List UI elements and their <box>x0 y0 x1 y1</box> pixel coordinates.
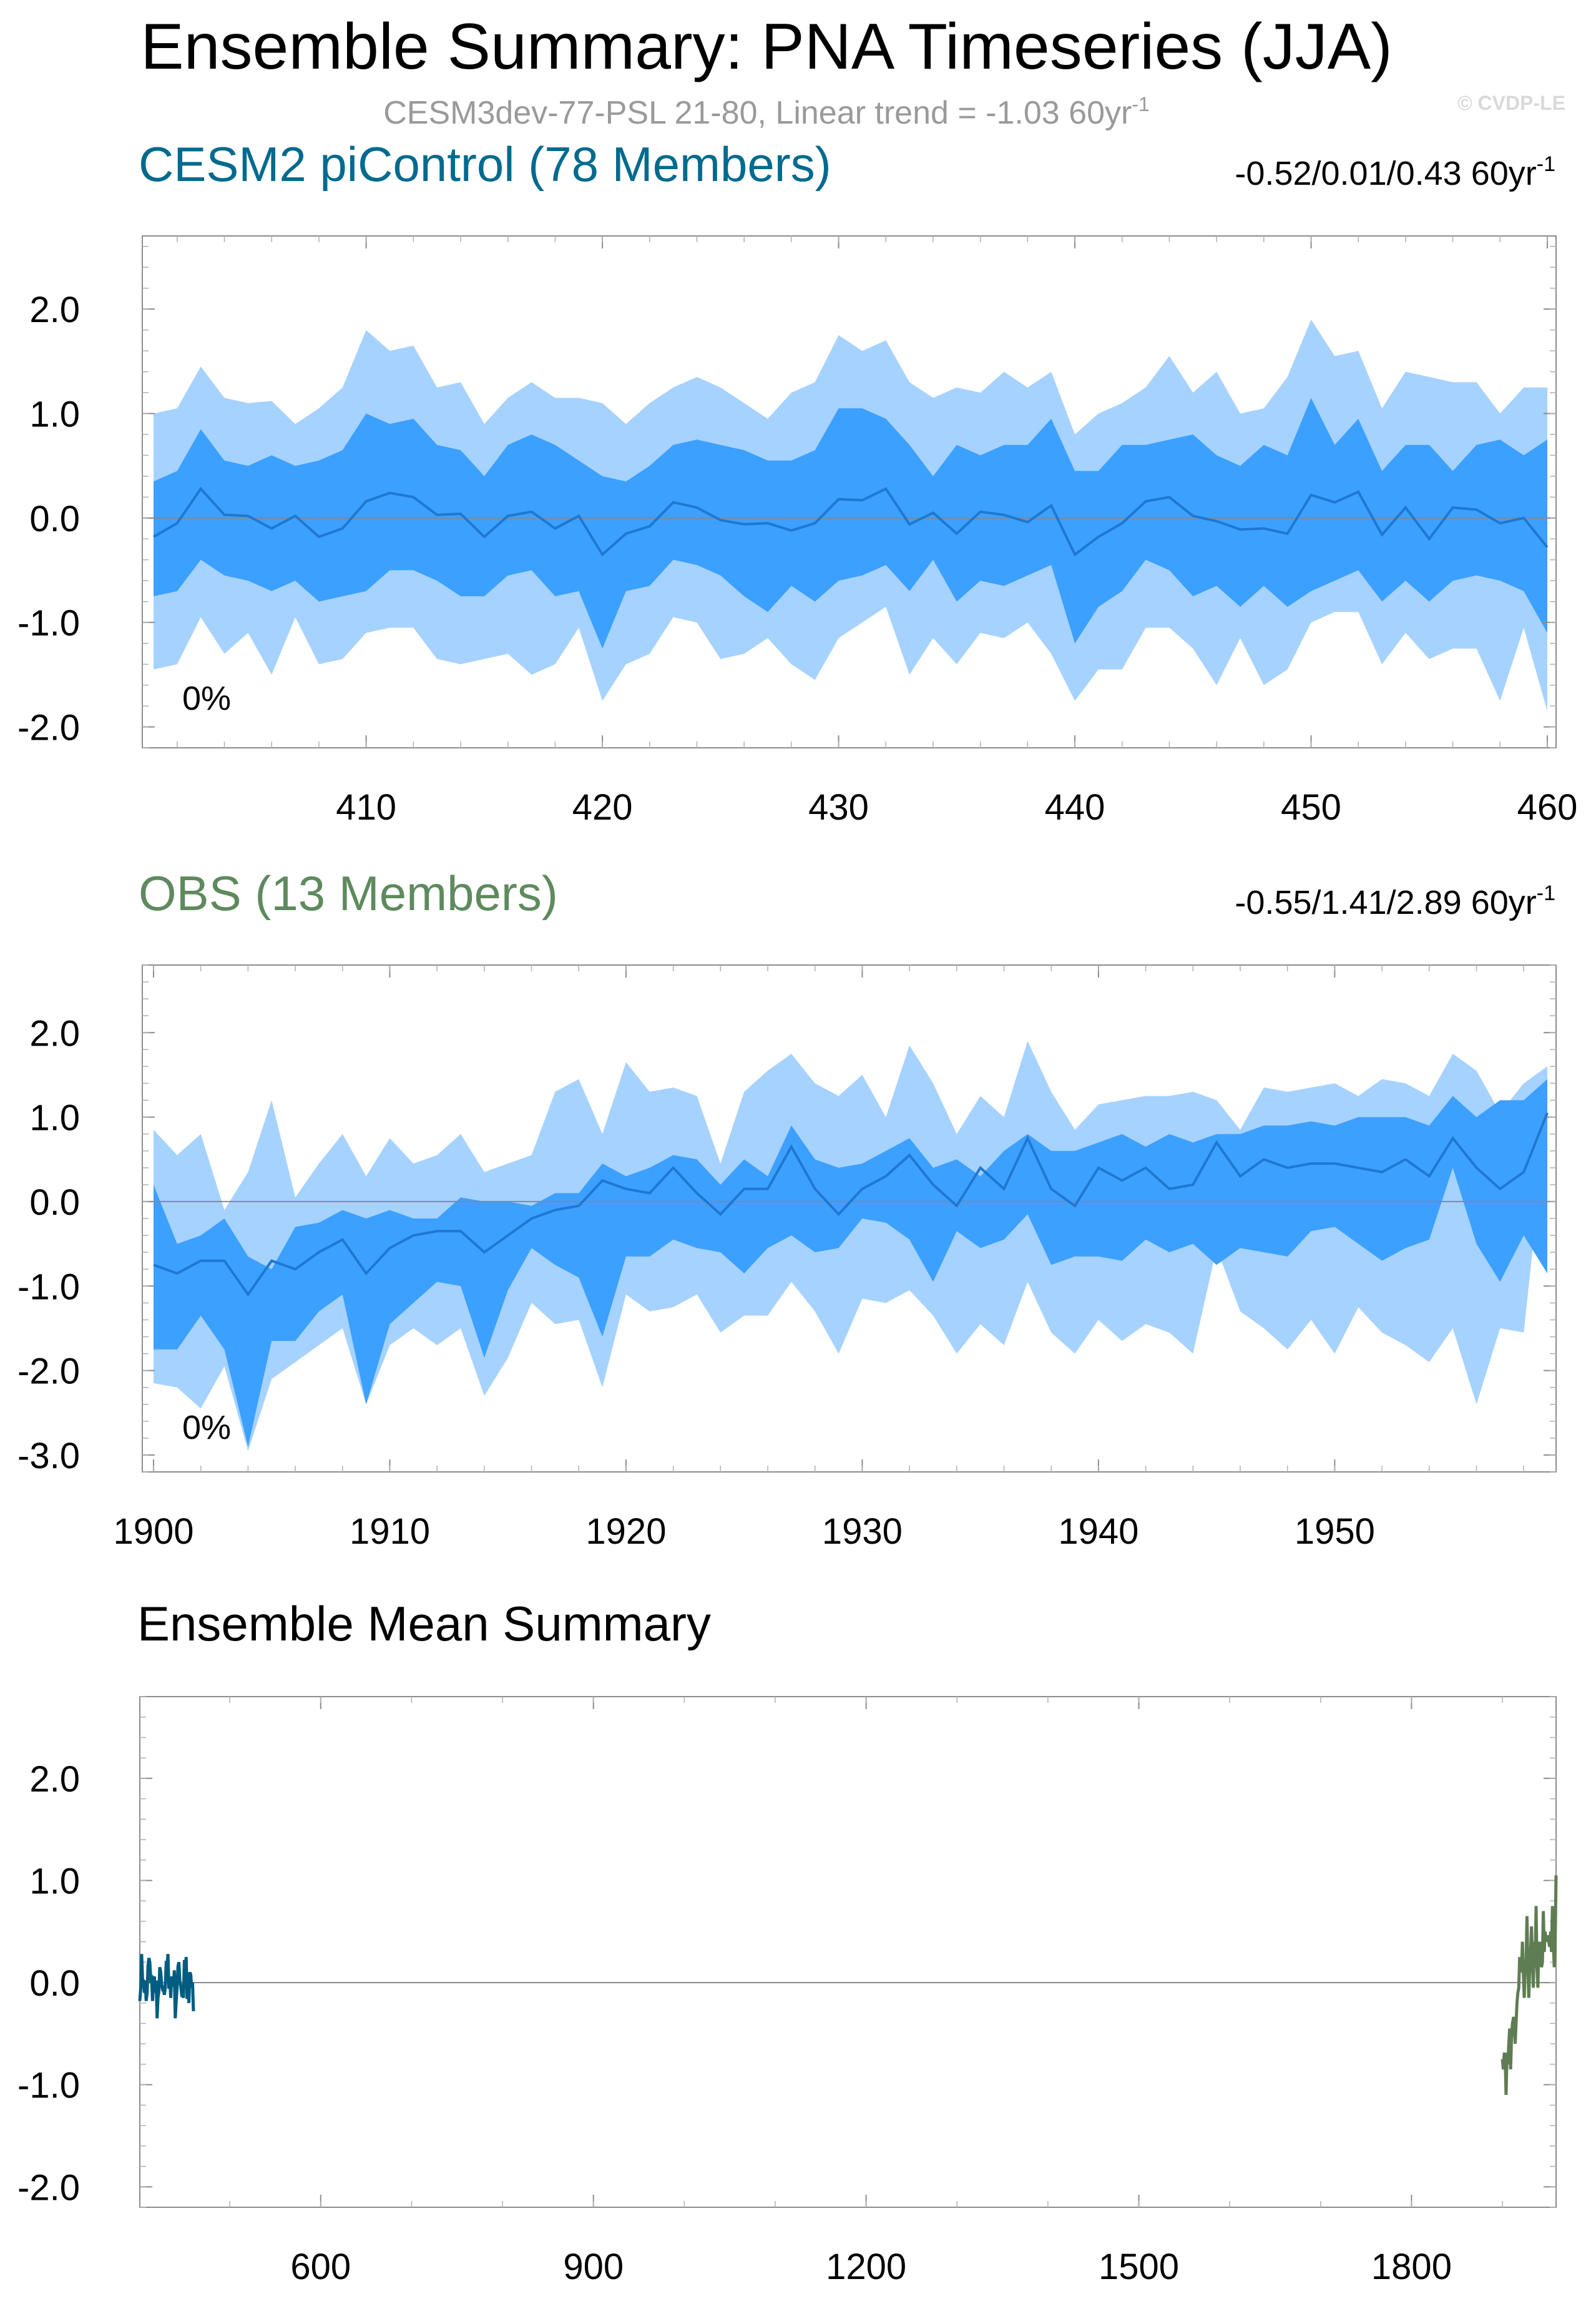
main-title: Ensemble Summary: PNA Timeseries (JJA) <box>140 11 1392 83</box>
x-tick-label: 900 <box>563 2247 624 2287</box>
panel-obs-title: OBS (13 Members) <box>139 866 558 921</box>
band-16-to-84 <box>154 398 1547 649</box>
subtitle-superscript: -1 <box>1132 93 1149 115</box>
y-tick-label: -1.0 <box>17 2066 80 2106</box>
panel-cesm-percent: 0% <box>182 680 231 717</box>
x-tick-label: 450 <box>1281 787 1341 828</box>
x-tick-label: 420 <box>572 787 633 828</box>
x-tick-label: 1930 <box>822 1511 903 1552</box>
y-tick-label: 0.0 <box>29 1963 80 2004</box>
panel-obs-percent: 0% <box>182 1409 231 1446</box>
x-tick-label: 600 <box>290 2247 351 2287</box>
y-tick-label: -2.0 <box>17 708 80 748</box>
plot-summary: 2.0 1.0 0.0 -1.0 -2.0 600 900 1200 1500 1800 <box>17 1696 1558 2287</box>
x-tick-label: 460 <box>1517 787 1578 828</box>
plot-cesm: 2.0 1.0 0.0 -1.0 -2.0 410 420 430 440 450 460 <box>17 235 1578 828</box>
x-tick-label: 1910 <box>350 1511 430 1552</box>
summary-line-cesm <box>138 1954 195 2019</box>
x-tick-label: 1950 <box>1295 1511 1375 1552</box>
summary-line-obs <box>1501 1875 1558 2096</box>
y-tick-label: 1.0 <box>29 394 80 434</box>
y-tick-label: -1.0 <box>17 1267 80 1307</box>
y-tick-label: 2.0 <box>29 1013 80 1054</box>
x-tick-label: 430 <box>808 787 869 828</box>
subtitle-text: CESM3dev-77-PSL 21-80, Linear trend = -1… <box>383 95 1132 131</box>
watermark: © CVDP-LE <box>1457 92 1565 114</box>
x-tick-label: 1900 <box>113 1511 193 1552</box>
panel-cesm: CESM2 piControl (78 Members) -0.52/0.01/… <box>17 137 1577 828</box>
y-tick-label: 0.0 <box>29 499 80 539</box>
x-tick-label: 410 <box>336 787 396 828</box>
x-tick-label: 440 <box>1045 787 1105 828</box>
plot-obs: 2.0 1.0 0.0 -1.0 -2.0 -3.0 1900 1910 1920 1930 194… <box>17 964 1557 1552</box>
y-tick-label: 2.0 <box>29 290 80 330</box>
panel-cesm-trend: -0.52/0.01/0.43 60yr-1 <box>1235 152 1555 192</box>
plot-frame <box>139 1696 1557 2208</box>
y-tick-label: 1.0 <box>29 1098 80 1139</box>
panel-cesm-trend-text: -0.52/0.01/0.43 60yr <box>1235 155 1536 192</box>
y-tick-label: -1.0 <box>17 603 80 644</box>
panel-cesm-title: CESM2 piControl (78 Members) <box>139 137 831 192</box>
panel-summary: Ensemble Mean Summary 2.0 1.0 0.0 -1.0 -2.0 6… <box>17 1596 1558 2287</box>
x-tick-label: 1800 <box>1371 2247 1452 2287</box>
panel-cesm-trend-superscript: -1 <box>1537 152 1555 176</box>
y-tick-label: -2.0 <box>17 1351 80 1392</box>
panel-obs-trend-superscript: -1 <box>1537 881 1555 905</box>
panel-obs-trend-text: -0.55/1.41/2.89 60yr <box>1235 884 1536 921</box>
y-tick-label: -2.0 <box>17 2167 80 2208</box>
x-tick-label: 1940 <box>1058 1511 1138 1552</box>
panel-summary-title: Ensemble Mean Summary <box>137 1596 711 1651</box>
subtitle: CESM3dev-77-PSL 21-80, Linear trend = -1… <box>383 93 1150 131</box>
x-tick-label: 1200 <box>826 2247 906 2287</box>
y-tick-label: 2.0 <box>29 1759 80 1800</box>
x-tick-label: 1920 <box>585 1511 666 1552</box>
ensemble-mean-line <box>153 486 1549 557</box>
y-tick-label: 1.0 <box>29 1861 80 1901</box>
ensemble-mean-line <box>153 1112 1549 1297</box>
y-tick-label: 0.0 <box>29 1182 80 1223</box>
y-tick-label: -3.0 <box>17 1436 80 1476</box>
band-16-to-84 <box>154 1079 1547 1447</box>
panel-obs-trend: -0.55/1.41/2.89 60yr-1 <box>1235 881 1555 921</box>
x-tick-label: 1500 <box>1099 2247 1179 2287</box>
plot-frame <box>142 235 1557 748</box>
panel-obs: OBS (13 Members) -0.55/1.41/2.89 60yr-1 … <box>17 866 1557 1552</box>
